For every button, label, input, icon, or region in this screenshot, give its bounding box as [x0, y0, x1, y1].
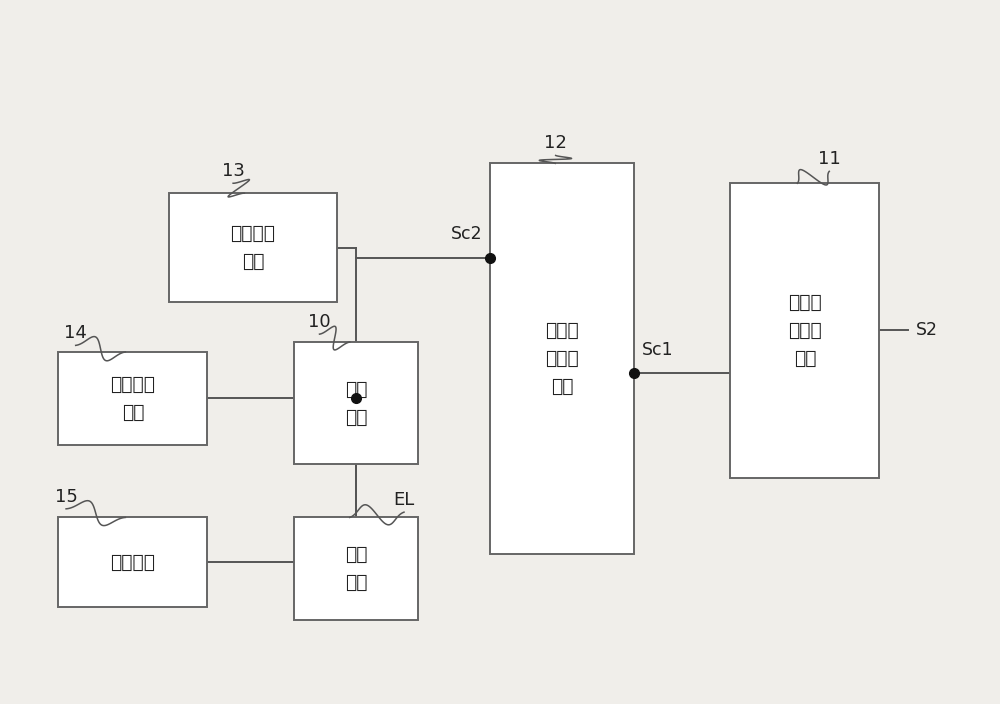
FancyBboxPatch shape	[294, 517, 418, 620]
Text: 驱动
电路: 驱动 电路	[345, 379, 367, 427]
FancyBboxPatch shape	[169, 193, 337, 303]
Text: S2: S2	[916, 322, 938, 339]
Text: Sc1: Sc1	[642, 341, 674, 358]
Text: 11: 11	[818, 150, 841, 168]
FancyBboxPatch shape	[490, 163, 634, 554]
Text: 10: 10	[308, 313, 331, 331]
FancyBboxPatch shape	[58, 517, 207, 607]
Text: 13: 13	[222, 162, 245, 180]
Text: 14: 14	[64, 324, 87, 342]
Text: 发光
元件: 发光 元件	[345, 545, 367, 592]
Text: 12: 12	[544, 134, 567, 152]
FancyBboxPatch shape	[730, 183, 879, 478]
Text: Sc2: Sc2	[451, 225, 483, 244]
FancyBboxPatch shape	[58, 352, 207, 445]
Text: 第一储能
电路: 第一储能 电路	[230, 225, 275, 271]
Text: 第一电
压控制
电路: 第一电 压控制 电路	[788, 293, 822, 368]
FancyBboxPatch shape	[294, 342, 418, 465]
Text: 第二电
压控制
电路: 第二电 压控制 电路	[546, 321, 579, 396]
Text: 15: 15	[55, 488, 78, 505]
Text: 复位电路: 复位电路	[110, 553, 155, 572]
Text: 数据写入
电路: 数据写入 电路	[110, 375, 155, 422]
Text: EL: EL	[393, 491, 415, 509]
